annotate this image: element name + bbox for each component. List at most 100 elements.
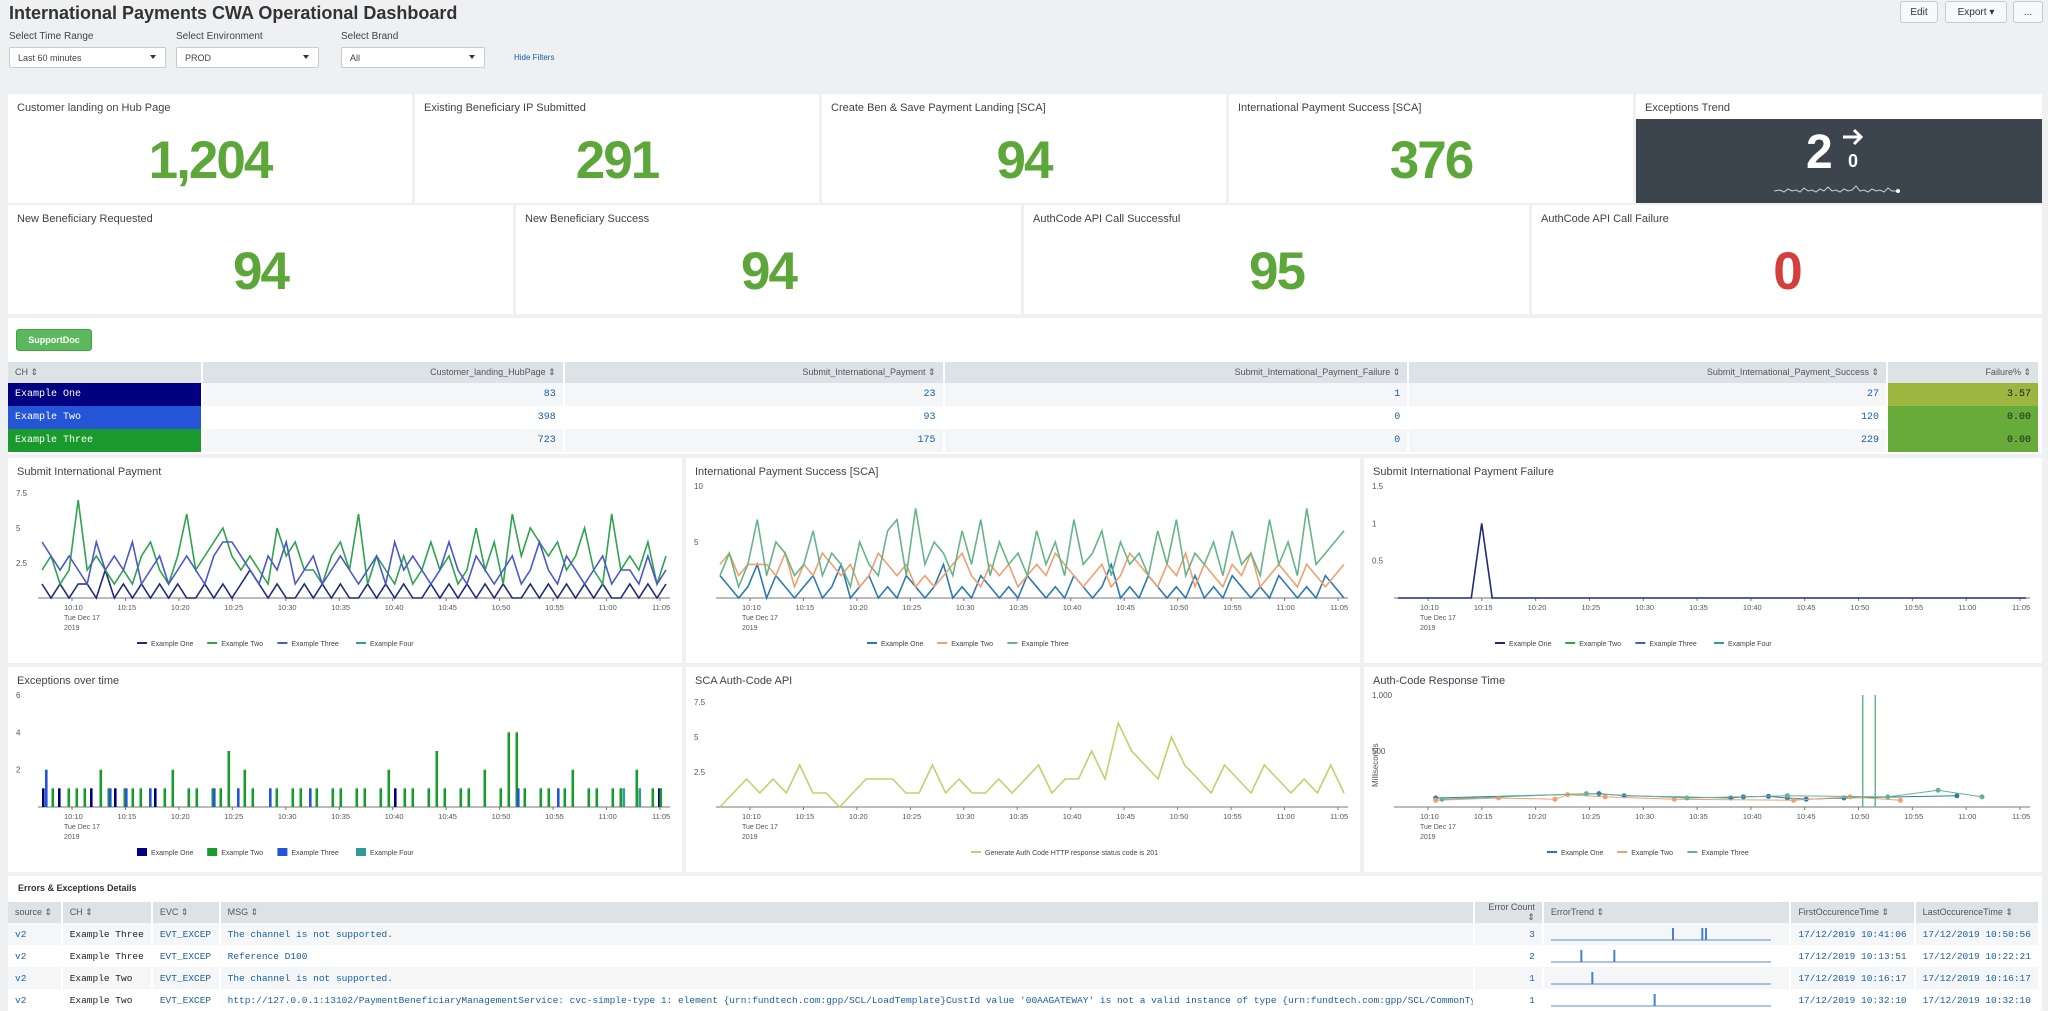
col-header-success[interactable]: Submit_International_Payment_Success ⇕ <box>1408 362 1889 383</box>
legend-label[interactable]: Example Three <box>291 850 338 857</box>
cell-error-count[interactable]: 1 <box>1473 989 1544 1011</box>
cell-ch[interactable]: Example One <box>8 383 203 406</box>
x-tick-label: 11:05 <box>2012 812 2030 821</box>
time-range-select[interactable]: Last 60 minutes <box>9 47 166 68</box>
legend-label[interactable]: Example One <box>881 641 924 648</box>
col-header-submit[interactable]: Submit_International_Payment ⇕ <box>563 362 945 383</box>
hide-filters-link[interactable]: Hide Filters <box>514 53 555 62</box>
legend-label[interactable]: Example Three <box>1701 850 1748 857</box>
cell-first-occurence[interactable]: 17/12/2019 10:41:06 <box>1790 923 1916 945</box>
col-header-source[interactable]: source ⇕ <box>8 902 63 923</box>
cell-error-count[interactable]: 3 <box>1473 923 1544 945</box>
cell-failure[interactable]: 0 <box>943 406 1410 429</box>
legend-label[interactable]: Example Three <box>291 641 338 648</box>
legend-label[interactable]: Generate Auth Code HTTP response status … <box>985 850 1158 857</box>
legend-label[interactable]: Example Three <box>1021 641 1068 648</box>
cell-msg[interactable]: The channel is not supported. <box>219 967 1475 989</box>
legend-label[interactable]: Example One <box>151 641 194 648</box>
cell-last-occurence[interactable]: 17/12/2019 10:32:10 <box>1914 989 2041 1011</box>
cell-evc[interactable]: EVT_EXCEP <box>151 923 221 945</box>
col-header-ch[interactable]: CH ⇕ <box>8 362 203 383</box>
bar <box>611 788 615 807</box>
cell-evc[interactable]: EVT_EXCEP <box>151 967 221 989</box>
more-button[interactable]: ... <box>2013 1 2043 23</box>
col-header-error-trend[interactable]: ErrorTrend ⇕ <box>1542 902 1792 923</box>
cell-hub[interactable]: 723 <box>201 429 565 452</box>
cell-ch[interactable]: Example Two <box>61 989 153 1011</box>
cell-evc[interactable]: EVT_EXCEP <box>151 989 221 1011</box>
cell-ch[interactable]: Example Three <box>61 923 153 945</box>
kpi-title: AuthCode API Call Successful <box>1033 213 1181 225</box>
legend-label[interactable]: Example Four <box>1728 641 1772 648</box>
cell-failure-pct[interactable]: 0.00 <box>1887 406 2040 429</box>
bar <box>149 788 152 807</box>
cell-failure-pct[interactable]: 0.00 <box>1887 429 2040 452</box>
export-button[interactable]: Export ▾ <box>1945 1 2007 23</box>
cell-first-occurence[interactable]: 17/12/2019 10:13:51 <box>1790 945 1916 967</box>
cell-last-occurence[interactable]: 17/12/2019 10:50:56 <box>1914 923 2041 945</box>
legend-label[interactable]: Example Two <box>1631 850 1673 857</box>
col-header-error-count[interactable]: Error Count ⇕ <box>1473 902 1544 923</box>
col-header-failure[interactable]: Submit_International_Payment_Failure ⇕ <box>943 362 1410 383</box>
cell-msg[interactable]: http://127.0.0.1:13102/PaymentBeneficiar… <box>219 989 1475 1011</box>
x-tick-label: 10:25 <box>1581 603 1600 612</box>
col-header-first-occurence[interactable]: FirstOccurenceTime ⇕ <box>1790 902 1916 923</box>
x-tick-label: 10:55 <box>1223 812 1242 821</box>
cell-success[interactable]: 229 <box>1408 429 1889 452</box>
cell-hub[interactable]: 83 <box>201 383 565 406</box>
cell-error-count[interactable]: 2 <box>1473 945 1544 967</box>
col-header-failure-pct[interactable]: Failure% ⇕ <box>1887 362 2040 383</box>
legend-label[interactable]: Example Two <box>951 641 993 648</box>
cell-source[interactable]: v2 <box>8 923 63 945</box>
legend-label[interactable]: Example Two <box>1579 641 1621 648</box>
cell-source[interactable]: v2 <box>8 945 63 967</box>
cell-first-occurence[interactable]: 17/12/2019 10:16:17 <box>1790 967 1916 989</box>
legend-label[interactable]: Example Two <box>221 641 263 648</box>
cell-source[interactable]: v2 <box>8 989 63 1011</box>
cell-failure[interactable]: 0 <box>943 429 1410 452</box>
cell-ch[interactable]: Example Two <box>8 406 203 429</box>
col-header-last-occurence[interactable]: LastOccurenceTime ⇕ <box>1914 902 2041 923</box>
cell-submit[interactable]: 93 <box>563 406 945 429</box>
legend-label[interactable]: Example Three <box>1649 641 1696 648</box>
cell-success[interactable]: 27 <box>1408 383 1889 406</box>
cell-msg[interactable]: Reference D100 <box>219 945 1475 967</box>
legend-label[interactable]: Example One <box>1509 641 1552 648</box>
cell-ch[interactable]: Example Three <box>61 945 153 967</box>
cell-last-occurence[interactable]: 17/12/2019 10:16:17 <box>1914 967 2041 989</box>
cell-source[interactable]: v2 <box>8 967 63 989</box>
cell-failure[interactable]: 1 <box>943 383 1410 406</box>
environment-select[interactable]: PROD <box>176 47 319 68</box>
kpi-value: 291 <box>575 131 660 190</box>
cell-submit[interactable]: 175 <box>563 429 945 452</box>
x-tick-label: 10:40 <box>1743 812 1762 821</box>
legend-label[interactable]: Example One <box>1561 850 1604 857</box>
cell-success[interactable]: 120 <box>1408 406 1889 429</box>
cell-ch[interactable]: Example Three <box>8 429 203 452</box>
legend-label[interactable]: Example Two <box>221 850 263 857</box>
cell-hub[interactable]: 398 <box>201 406 565 429</box>
cell-failure-pct[interactable]: 3.57 <box>1887 383 2040 406</box>
col-header-hub[interactable]: Customer_landing_HubPage ⇕ <box>201 362 565 383</box>
edit-button[interactable]: Edit <box>1900 1 1938 23</box>
brand-select[interactable]: All <box>341 47 485 68</box>
x-tick-label: 10:10 <box>64 812 83 821</box>
cell-ch[interactable]: Example Two <box>61 967 153 989</box>
cell-msg[interactable]: The channel is not supported. <box>219 923 1475 945</box>
cell-evc[interactable]: EVT_EXCEP <box>151 945 221 967</box>
cell-last-occurence[interactable]: 17/12/2019 10:22:21 <box>1914 945 2041 967</box>
chart-svg: SCA Auth-Code API 7.5 5 2.5 10:10 10:15 10:20 1… <box>694 675 1348 857</box>
bar <box>651 788 655 807</box>
kpi-panel-hub-landing: Customer landing on Hub Page 1,204 <box>8 94 412 203</box>
cell-error-count[interactable]: 1 <box>1473 967 1544 989</box>
col-header-evc[interactable]: EVC ⇕ <box>151 902 221 923</box>
cell-submit[interactable]: 23 <box>563 383 945 406</box>
cell-first-occurence[interactable]: 17/12/2019 10:32:10 <box>1790 989 1916 1011</box>
legend-label[interactable]: Example Four <box>370 641 414 648</box>
support-doc-button[interactable]: SupportDoc <box>16 329 92 351</box>
col-header-ch[interactable]: CH ⇕ <box>61 902 153 923</box>
col-header-msg[interactable]: MSG ⇕ <box>219 902 1475 923</box>
x-tick-label: 10:35 <box>1689 812 1708 821</box>
legend-label[interactable]: Example One <box>151 850 194 857</box>
legend-label[interactable]: Example Four <box>370 850 414 857</box>
